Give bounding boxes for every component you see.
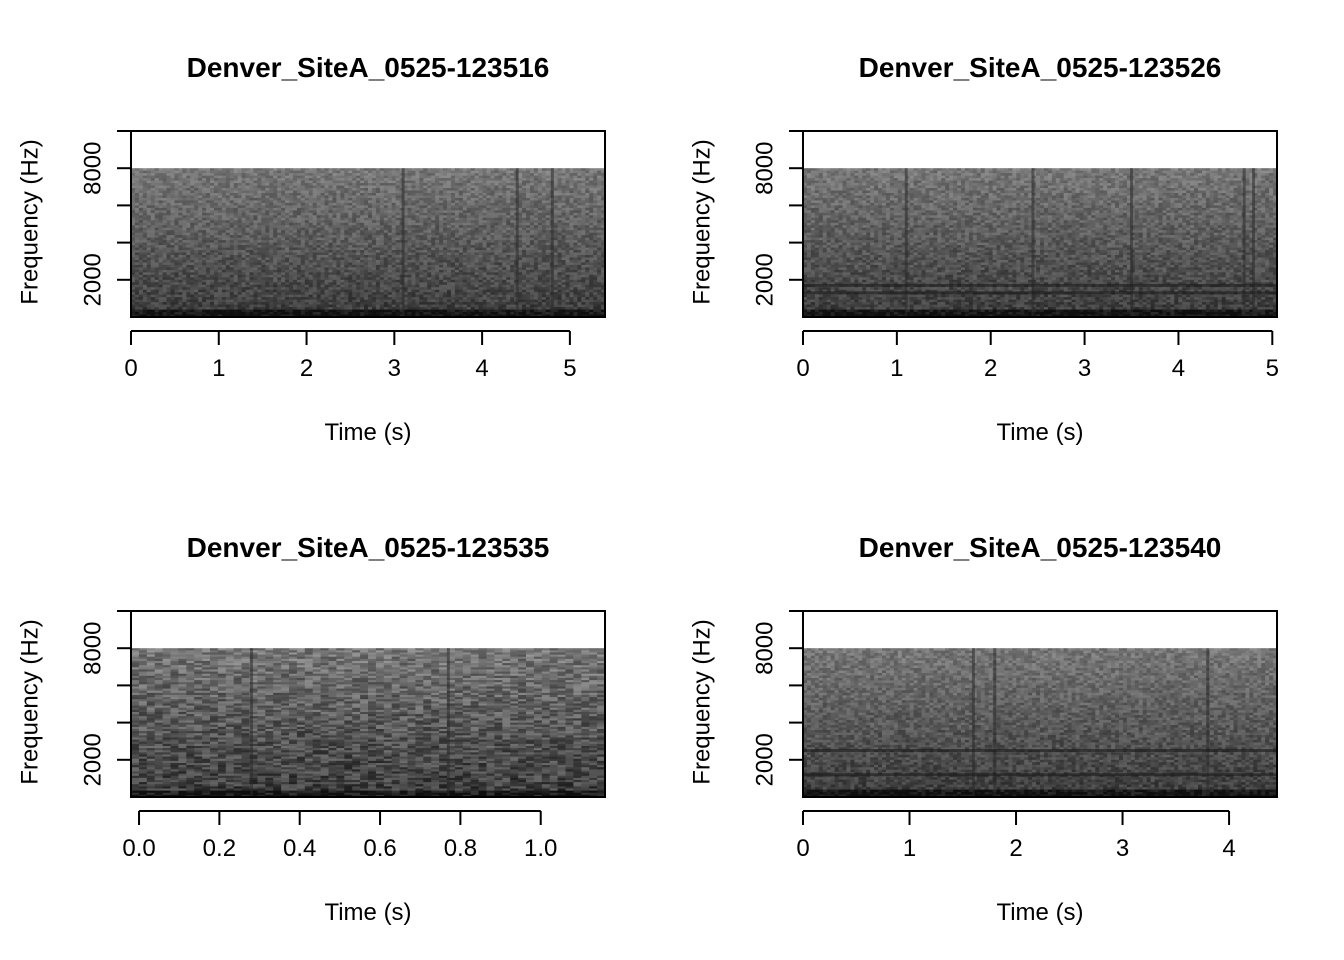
vertical-feature xyxy=(402,168,405,317)
spectrogram-image xyxy=(131,168,606,317)
horizontal-feature xyxy=(803,773,1277,776)
x-tick-label: 1 xyxy=(890,355,903,382)
y-axis-label: Frequency (Hz) xyxy=(17,619,44,784)
vertical-feature xyxy=(905,168,908,317)
x-tick-label: 1 xyxy=(212,355,225,382)
x-tick-label: 1 xyxy=(903,835,916,862)
y-axis-label: Frequency (Hz) xyxy=(689,139,716,304)
y-tick-label: 8000 xyxy=(80,142,107,195)
chart-panel-1: Denver_SiteA_0525-123516 2000 8000 0 1 2 3 4 5 Ti… xyxy=(17,52,606,446)
vertical-feature xyxy=(447,648,450,797)
vertical-feature xyxy=(1252,168,1255,317)
y-tick-label: 2000 xyxy=(752,253,779,306)
y-axis-label: Frequency (Hz) xyxy=(17,139,44,304)
x-tick-label: 0 xyxy=(796,835,809,862)
y-tick-label: 2000 xyxy=(80,253,107,306)
vertical-feature xyxy=(1031,168,1034,317)
x-axis-label: Time (s) xyxy=(996,419,1083,446)
x-tick-label: 5 xyxy=(1266,355,1279,382)
spectrogram-image xyxy=(803,168,1278,317)
y-tick-label: 8000 xyxy=(752,622,779,675)
spectrogram-image xyxy=(803,648,1278,797)
chart-title: Denver_SiteA_0525-123540 xyxy=(859,532,1222,563)
x-tick-label: 0.0 xyxy=(122,835,155,862)
x-tick-label: 4 xyxy=(1172,355,1185,382)
x-tick-label: 2 xyxy=(1009,835,1022,862)
horizontal-feature xyxy=(803,284,1277,287)
vertical-feature xyxy=(1243,168,1246,317)
chart-panel-3: Denver_SiteA_0525-123535 2000 8000 0.0 0.2 0.… xyxy=(17,532,606,926)
x-axis-label: Time (s) xyxy=(324,419,411,446)
vertical-feature xyxy=(1130,168,1133,317)
chart-title: Denver_SiteA_0525-123535 xyxy=(187,532,550,563)
chart-title: Denver_SiteA_0525-123526 xyxy=(859,52,1222,83)
x-tick-label: 0 xyxy=(124,355,137,382)
y-tick-label: 8000 xyxy=(80,622,107,675)
y-tick-label: 2000 xyxy=(752,733,779,786)
x-tick-label: 3 xyxy=(1116,835,1129,862)
horizontal-feature xyxy=(803,749,1277,752)
x-tick-label: 4 xyxy=(1222,835,1235,862)
x-tick-label: 3 xyxy=(388,355,401,382)
x-tick-label: 0.6 xyxy=(363,835,396,862)
x-tick-label: 0.2 xyxy=(203,835,236,862)
x-axis-label: Time (s) xyxy=(324,899,411,926)
chart-panel-4: Denver_SiteA_0525-123540 2000 8000 0 1 2 3 4 Tim… xyxy=(689,532,1278,926)
x-tick-label: 3 xyxy=(1078,355,1091,382)
x-tick-label: 0 xyxy=(796,355,809,382)
x-tick-label: 0.4 xyxy=(283,835,316,862)
x-tick-label: 4 xyxy=(475,355,488,382)
vertical-feature xyxy=(250,648,253,797)
x-tick-label: 2 xyxy=(984,355,997,382)
y-tick-label: 2000 xyxy=(80,733,107,786)
x-tick-label: 2 xyxy=(300,355,313,382)
y-axis-label: Frequency (Hz) xyxy=(689,619,716,784)
y-tick-label: 8000 xyxy=(752,142,779,195)
vertical-feature xyxy=(551,168,554,317)
x-tick-label: 0.8 xyxy=(444,835,477,862)
vertical-feature xyxy=(516,168,519,317)
chart-title: Denver_SiteA_0525-123516 xyxy=(187,52,550,83)
horizontal-feature xyxy=(803,291,1277,294)
spectrogram-image xyxy=(131,648,606,797)
x-tick-label: 5 xyxy=(563,355,576,382)
x-axis-label: Time (s) xyxy=(996,899,1083,926)
chart-panel-2: Denver_SiteA_0525-123526 2000 8000 0 1 2 3 4 5 Ti… xyxy=(689,52,1279,446)
x-tick-label: 1.0 xyxy=(524,835,557,862)
